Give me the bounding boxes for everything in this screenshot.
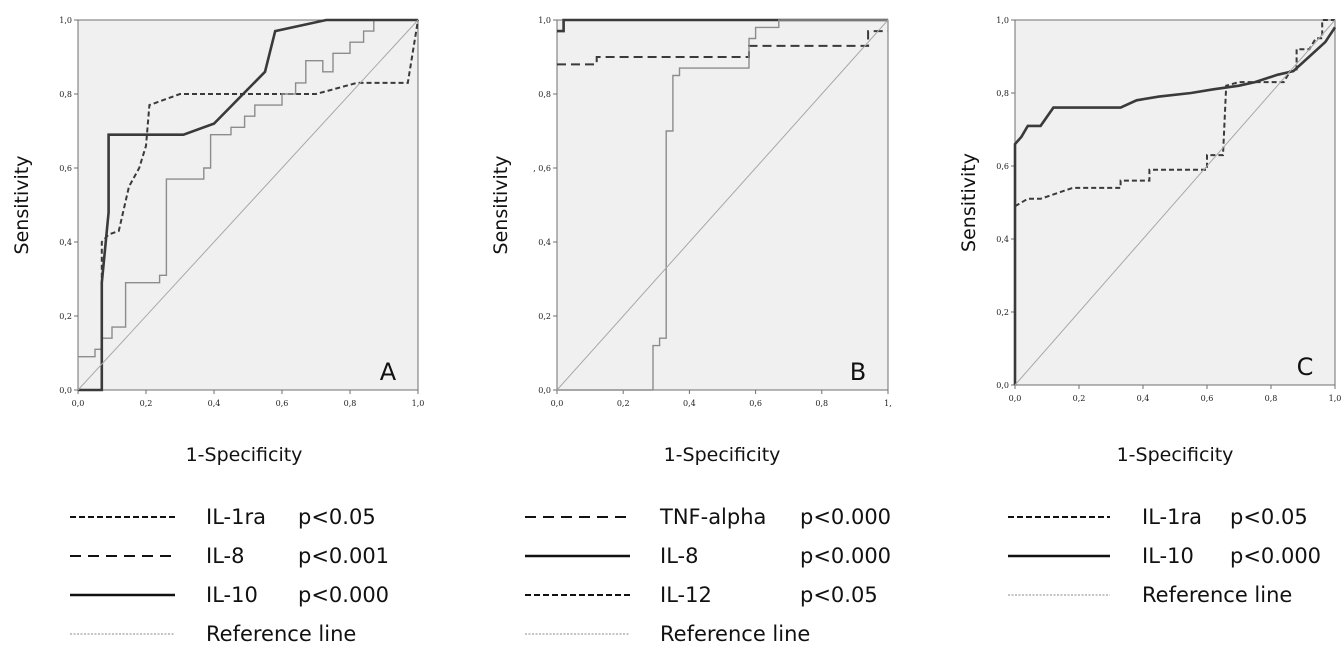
legend-label: Reference line [206, 622, 356, 646]
x-tick-label: 0,4 [683, 399, 696, 408]
y-tick-label: 0,2 [59, 312, 72, 321]
x-tick-label: 1, [884, 399, 892, 408]
y-tick-label: 1,0 [538, 16, 551, 25]
y-tick-label: 0,2 [538, 312, 551, 321]
legend-p-value: p<0.000 [800, 544, 891, 568]
y-tick-label: 1,0 [59, 16, 72, 25]
panel-letter: C [1297, 353, 1314, 381]
x-axis-title: 1-Specificity [186, 444, 303, 466]
x-tick-label: 1,0 [412, 399, 425, 408]
legend-p-value: p<0.05 [800, 583, 878, 607]
series-line-solid-thick [557, 18, 888, 33]
x-tick-label: 0,6 [276, 399, 289, 408]
y-axis-title: Sensitivity [958, 153, 980, 252]
y-tick-label: 0,4 [538, 238, 551, 247]
x-tick-label: 0,8 [815, 399, 828, 408]
legend-p-value: p<0.000 [298, 583, 389, 607]
x-tick-label: 0,8 [344, 399, 357, 408]
legend-label: IL-8 [660, 544, 698, 568]
legend-label: IL-10 [206, 583, 258, 607]
legend-p-value: p<0.001 [298, 544, 389, 568]
x-tick-label: 0,6 [749, 399, 762, 408]
series-line-reference [1014, 19, 1336, 386]
y-tick-label: , 0,6 [533, 164, 551, 173]
y-tick-label: 0,6 [59, 164, 72, 173]
y-axis-title: Sensitivity [11, 156, 33, 255]
legend-label: IL-1ra [1142, 505, 1202, 529]
y-tick-label: 0,8 [538, 90, 551, 99]
legend-label: IL-12 [660, 583, 712, 607]
legend-label: TNF-alpha [659, 505, 766, 529]
legend-label: Reference line [660, 622, 810, 646]
panel-b: 0,0 0,2 0,4 0,6 0,8 1, 0,0 0,2 0,4 , 0,6 0,8 1,0 B 1-… [490, 16, 892, 646]
y-tick-label: 0,2 [996, 308, 1009, 317]
legend-label: Reference line [1142, 583, 1292, 607]
x-tick-label: 0,2 [1073, 394, 1086, 403]
x-tick-label: 0,4 [208, 399, 221, 408]
y-tick-label: 0,0 [996, 381, 1009, 390]
x-axis-title: 1-Specificity [664, 444, 781, 466]
y-tick-label: 0,8 [996, 89, 1009, 98]
legend-p-value: p<0.05 [1230, 505, 1308, 529]
series-line-solid-thin [557, 19, 888, 391]
series-line-solid-thin [78, 19, 418, 358]
x-tick-label: 0,0 [551, 399, 564, 408]
x-tick-label: 1,0 [1329, 394, 1342, 403]
legend-label: IL-10 [1142, 544, 1194, 568]
panel-letter: B [850, 358, 866, 386]
legend-p-value: p<0.000 [1230, 544, 1321, 568]
panel-letter: A [380, 358, 397, 386]
y-tick-label: 0,6 [996, 162, 1009, 171]
x-tick-label: 0,6 [1201, 394, 1214, 403]
legend-label: IL-8 [206, 544, 244, 568]
series-line-reference [556, 19, 889, 391]
legend-p-value: p<0.05 [298, 505, 376, 529]
series-line-dashed-short [1014, 19, 1335, 208]
y-tick-label: 0,8 [59, 90, 72, 99]
y-tick-label: 0,0 [538, 386, 551, 395]
y-tick-label: 1,0 [996, 16, 1009, 25]
x-tick-label: 0,4 [1137, 394, 1150, 403]
y-tick-label: 0,4 [996, 235, 1009, 244]
series-line-reference [77, 19, 419, 391]
x-tick-label: 0,0 [72, 399, 85, 408]
series-line-solid-thick [78, 18, 418, 392]
legend-label: IL-1ra [206, 505, 266, 529]
x-tick-label: 0,2 [140, 399, 153, 408]
y-tick-label: 0,0 [59, 386, 72, 395]
legend-p-value: p<0.000 [800, 505, 891, 529]
series-line-dashed-short [78, 19, 419, 391]
x-tick-label: 0,8 [1265, 394, 1278, 403]
y-axis-title: Sensitivity [490, 156, 512, 255]
x-axis-title: 1-Specificity [1117, 444, 1234, 466]
y-tick-label: 0,4 [59, 238, 72, 247]
panel-c: 0,0 0,2 0,4 0,6 0,8 1,0 0,0 0,2 0,4 0,6 0,8 1,0 C 1-S… [958, 16, 1341, 607]
x-tick-label: 0,2 [617, 399, 630, 408]
panel-a: 0,0 0,2 0,4 0,6 0,8 1,0 0,0 0,2 0,4 0,6 0,8 1,0 A 1-S… [11, 16, 424, 646]
x-tick-label: 0,0 [1009, 394, 1022, 403]
